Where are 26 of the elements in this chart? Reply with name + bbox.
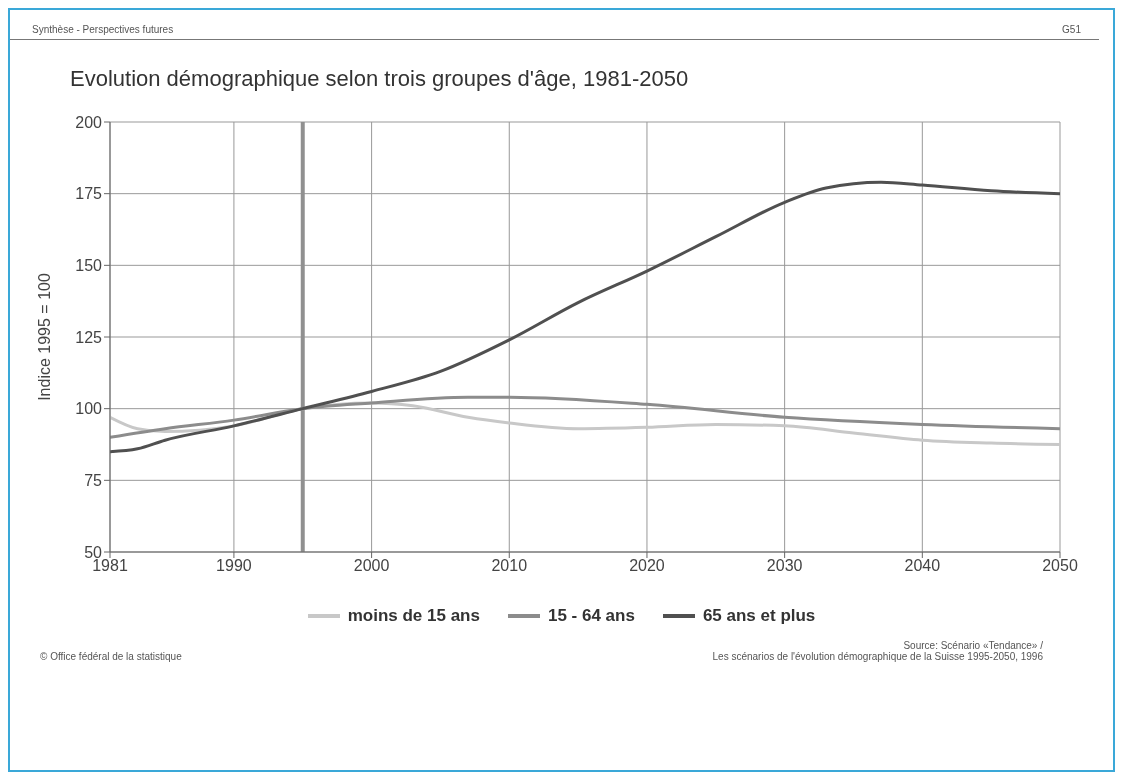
x-tick-label: 2030 — [766, 557, 803, 575]
y-tick-label: 200 — [75, 113, 103, 131]
x-tick-label: 1981 — [92, 557, 128, 575]
legend-label: 15 - 64 ans — [547, 606, 635, 626]
y-tick-label: 175 — [75, 185, 103, 203]
x-tick-label: 2000 — [353, 557, 390, 575]
text: Synthèse - Perspectives futures — [32, 24, 174, 35]
y-tick-label: 75 — [84, 472, 103, 490]
x-tick-label: 2020 — [629, 557, 665, 575]
x-tick-label: 2010 — [491, 557, 528, 575]
x-tick-label: 2050 — [1042, 557, 1078, 575]
line-series — [110, 395, 1060, 439]
text: Les scénarios de l'évolution démographique de la Suisse 1995-2050, 1996 — [712, 651, 1043, 662]
y-tick-label: 150 — [75, 257, 103, 275]
y-tick-label: 100 — [75, 400, 103, 418]
source-note: Source: Scénario «Tendance» / — [902, 640, 1043, 651]
y-tick-label: 125 — [75, 328, 103, 346]
x-tick-label: 2040 — [904, 557, 941, 575]
legend-label: moins de 15 ans — [347, 606, 480, 626]
text: © Office fédéral de la statistique — [40, 651, 182, 662]
text: G51 — [1062, 24, 1081, 35]
y-axis-title: Indice 1995 = 100 — [35, 273, 53, 401]
x-tick-label: 1990 — [216, 557, 252, 575]
legend-label: 65 ans et plus — [702, 606, 816, 626]
chart-title: Evolution démographique selon trois groupes d'âge, 1981-2050 — [70, 66, 690, 92]
line-series — [110, 180, 1060, 454]
